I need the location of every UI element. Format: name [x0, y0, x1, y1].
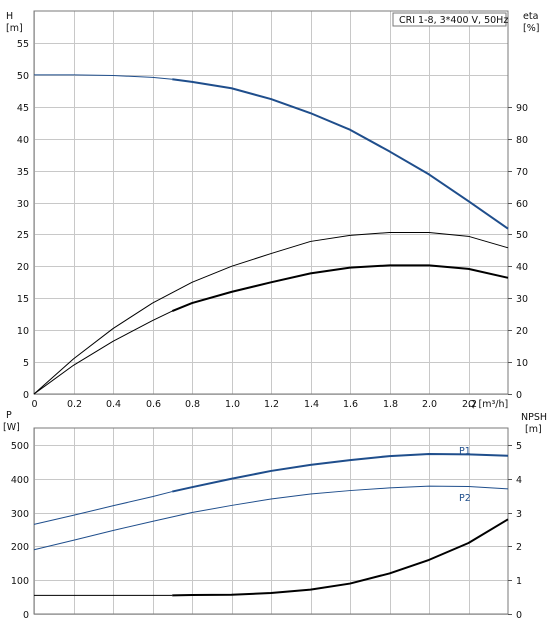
flow-tick-label: 1.2 — [264, 399, 279, 410]
flow-tick-label: 1.0 — [225, 399, 240, 410]
head-eta-left-tick-label: 15 — [17, 294, 29, 305]
head-eta-series-0-curve — [172, 78, 509, 230]
head-eta-left-tick-label: 30 — [17, 199, 29, 210]
p2-series-label: P2 — [459, 493, 471, 504]
head-eta-series-0-curve-thin — [34, 74, 173, 80]
power-npsh-left-tick-label: 100 — [11, 576, 29, 587]
flow-tick-label: 0 — [31, 399, 37, 410]
power-npsh-left-tick-label: 300 — [11, 509, 29, 520]
flow-tick-label: 0.4 — [106, 399, 121, 410]
power-npsh-right-tick-label: 3 — [516, 509, 522, 520]
power-npsh-grid — [34, 428, 508, 615]
power-axis-ticks: 0 100 200 300 400 500 — [11, 441, 29, 621]
power-npsh-right-tick-label: 5 — [516, 441, 522, 452]
power-npsh-frame — [33, 427, 509, 615]
head-eta-right-tick-label: 40 — [516, 262, 528, 273]
flow-tick-label: 1.6 — [343, 399, 358, 410]
flow-tick-label: 0.8 — [185, 399, 200, 410]
power-npsh-panel: 0 100 200 300 400 500 0 1 2 3 4 5 P [W] NPSH [m] P… — [3, 410, 547, 621]
head-eta-right-tick-label: 70 — [516, 167, 528, 178]
npsh-axis-ticks: 0 1 2 3 4 5 — [508, 441, 522, 621]
head-eta-right-tick-label: 10 — [516, 358, 528, 369]
p2-curve — [33, 485, 509, 551]
chart-title: CRI 1-8, 3*400 V, 50Hz — [399, 15, 508, 26]
power-npsh-right-tick-label: 4 — [516, 475, 522, 486]
head-eta-left-tick-label: 45 — [17, 103, 29, 114]
head-axis-label: H — [6, 11, 13, 22]
head-eta-right-tick-label: 20 — [516, 326, 528, 337]
head-eta-right-tick-label: 50 — [516, 230, 528, 241]
eta-axis-ticks: 0 10 20 30 40 50 60 70 80 90 — [508, 103, 528, 401]
power-npsh-series-2-curve — [172, 518, 509, 597]
flow-tick-label: 0.6 — [146, 399, 161, 410]
head-eta-left-tick-label: 25 — [17, 230, 29, 241]
flow-axis-label: Q [m³/h] — [468, 399, 508, 410]
head-efficiency-panel: 0 5 10 15 20 25 30 35 40 45 50 55 0 10 20 30 40 50 60 70 80… — [6, 10, 539, 410]
flow-tick-label: 1.4 — [304, 399, 319, 410]
head-efficiency-frame — [33, 10, 509, 395]
head-eta-left-tick-label: 10 — [17, 326, 29, 337]
npsh-axis-unit: [m] — [525, 424, 542, 435]
power-npsh-left-tick-label: 0 — [23, 610, 29, 621]
head-eta-left-tick-label: 35 — [17, 167, 29, 178]
head-eta-left-tick-label: 0 — [23, 390, 29, 401]
head-eta-series-2-curve-thin — [33, 310, 173, 395]
head-efficiency-grid — [34, 11, 508, 395]
head-eta-right-tick-label: 80 — [516, 135, 528, 146]
npsh-axis-label: NPSH — [521, 412, 547, 423]
eta-axis-label: eta — [523, 11, 538, 22]
head-efficiency-curves — [33, 74, 509, 395]
head-eta-right-tick-label: 60 — [516, 199, 528, 210]
flow-tick-label: 2.2 — [462, 399, 477, 410]
chart-title-box — [392, 12, 507, 27]
power-axis-label: P — [6, 410, 12, 421]
head-axis-unit: [m] — [6, 23, 23, 34]
power-axis-unit: [W] — [3, 422, 20, 433]
head-eta-series-1-curve — [33, 232, 509, 395]
head-eta-left-tick-label: 55 — [17, 39, 29, 50]
head-eta-left-tick-label: 40 — [17, 135, 29, 146]
flow-tick-label: 2.0 — [422, 399, 437, 410]
p1-curve — [172, 453, 509, 493]
eta-axis-unit: [%] — [523, 23, 539, 34]
power-npsh-curves — [33, 453, 509, 597]
head-eta-left-tick-label: 50 — [17, 71, 29, 82]
power-npsh-left-tick-label: 200 — [11, 542, 29, 553]
p1-series-label: P1 — [459, 446, 471, 457]
head-eta-right-tick-label: 0 — [516, 390, 522, 401]
power-npsh-left-tick-label: 400 — [11, 475, 29, 486]
flow-axis-ticks: 0 0.2 0.4 0.6 0.8 1.0 1.2 1.4 1.6 1.8 2.0 2.2 — [31, 399, 477, 410]
head-eta-right-tick-label: 30 — [516, 294, 528, 305]
p1-curve-thin — [33, 491, 173, 525]
head-eta-left-tick-label: 20 — [17, 262, 29, 273]
head-eta-right-tick-label: 90 — [516, 103, 528, 114]
power-npsh-right-tick-label: 0 — [516, 610, 522, 621]
head-eta-left-tick-label: 5 — [23, 358, 29, 369]
flow-tick-label: 1.8 — [383, 399, 398, 410]
power-npsh-left-tick-label: 500 — [11, 441, 29, 452]
head-axis-ticks: 0 5 10 15 20 25 30 35 40 45 50 55 — [17, 39, 29, 401]
head-eta-series-2-curve — [171, 264, 509, 312]
power-npsh-right-tick-label: 1 — [516, 576, 522, 587]
power-npsh-right-tick-label: 2 — [516, 542, 522, 553]
flow-tick-label: 0.2 — [67, 399, 82, 410]
